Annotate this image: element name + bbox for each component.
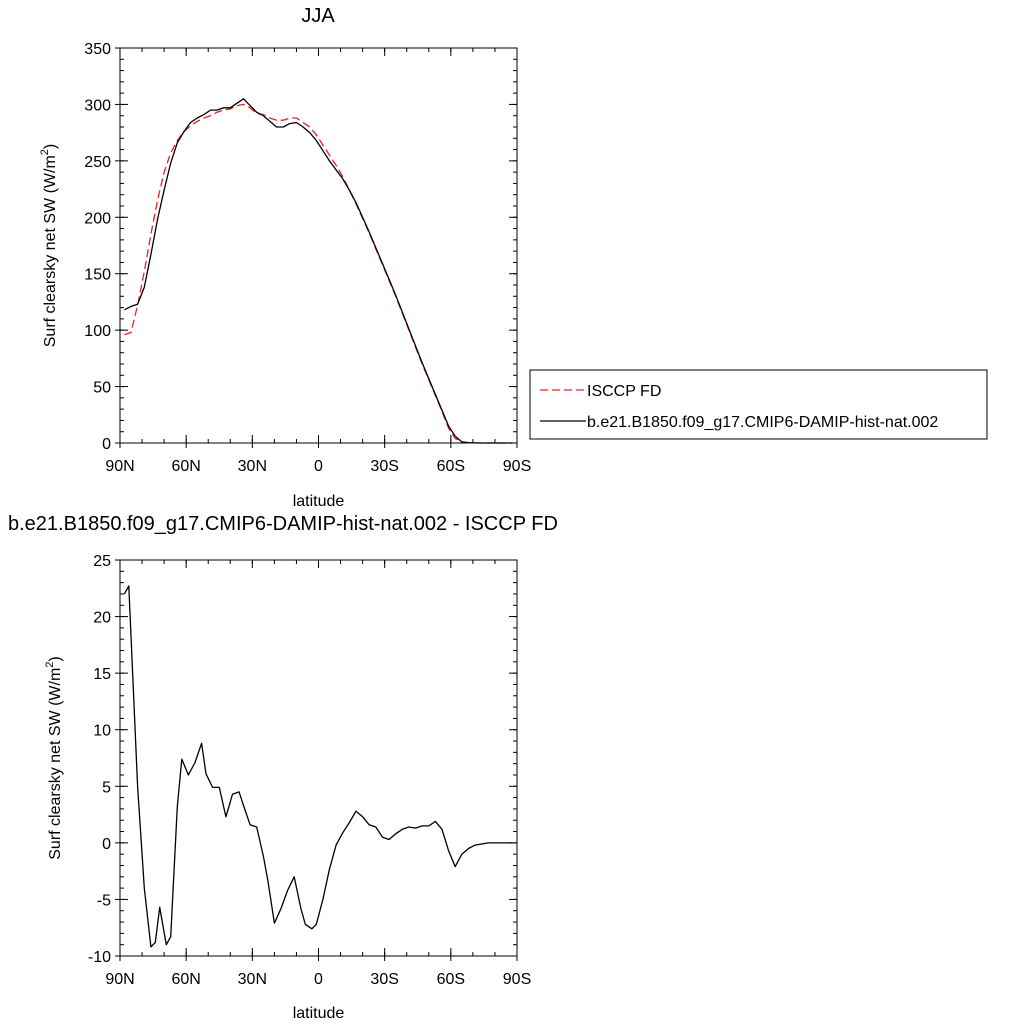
bottom-y-tick-label: -5: [97, 892, 111, 909]
bottom-series-line-0: [123, 585, 513, 948]
top-plot-frame: [119, 47, 518, 444]
bottom-x-tick-label: 90S: [503, 971, 531, 988]
top-y-axis-label: Surf clearsky net SW (W/m2): [39, 144, 59, 347]
top-x-tick-label: 90S: [503, 458, 531, 475]
bottom-y-tick-label: 15: [93, 666, 111, 683]
top-y-tick-label: 100: [84, 323, 111, 340]
bottom-chart: b.e21.B1850.f09_g17.CMIP6-DAMIP-hist-nat…: [8, 513, 558, 1022]
top-y-axis-label-close: ): [42, 144, 59, 149]
bottom-x-tick-label: 30S: [370, 971, 398, 988]
bottom-chart-title: b.e21.B1850.f09_g17.CMIP6-DAMIP-hist-nat…: [8, 513, 558, 535]
legend-label-0: ISCCP FD: [587, 383, 661, 400]
bottom-plot-frame: [119, 559, 518, 957]
top-y-tick-label: 250: [84, 154, 111, 171]
bottom-y-axis-label: Surf clearsky net SW (W/m2): [44, 656, 64, 859]
top-series-line-1: [124, 98, 513, 444]
bottom-y-tick-label: 5: [102, 779, 111, 796]
top-x-tick-label: 90N: [105, 458, 134, 475]
top-x-tick-label: 0: [314, 458, 323, 475]
bottom-y-tick-label: 0: [102, 836, 111, 853]
top-y-tick-label: 200: [84, 210, 111, 227]
top-y-axis-label-sup: 2: [39, 149, 51, 155]
bottom-y-tick-label: 20: [93, 610, 111, 627]
top-chart: JJA 0 50 100 150 200 250 300 350 90N 60N 30N 0 30S 60S…: [39, 5, 988, 510]
top-series-line-0: [124, 103, 513, 444]
top-x-axis-label: latitude: [293, 493, 345, 510]
bottom-x-tick-label: 60N: [171, 971, 200, 988]
top-x-tick-label: 30N: [238, 458, 267, 475]
bottom-x-tick-label: 30N: [238, 971, 267, 988]
bottom-y-axis-label-close: ): [47, 656, 64, 661]
legend-label-1: b.e21.B1850.f09_g17.CMIP6-DAMIP-hist-nat…: [587, 414, 938, 431]
top-x-tick-label: 30S: [370, 458, 398, 475]
top-x-tick-label: 60S: [437, 458, 465, 475]
bottom-x-axis-label: latitude: [293, 1005, 345, 1022]
top-chart-title: JJA: [301, 5, 335, 27]
bottom-y-axis-label-sup: 2: [44, 662, 56, 668]
bottom-x-tick-label: 0: [314, 971, 323, 988]
bottom-y-tick-label: 25: [93, 553, 111, 570]
top-y-tick-label: 300: [84, 97, 111, 114]
top-y-tick-label: 350: [84, 41, 111, 58]
top-y-tick-label: 50: [93, 380, 111, 397]
legend-box: [529, 369, 988, 440]
bottom-y-tick-label: 10: [93, 723, 111, 740]
legend: ISCCP FD b.e21.B1850.f09_g17.CMIP6-DAMIP-…: [529, 369, 988, 440]
top-y-tick-label: 0: [102, 436, 111, 453]
bottom-y-tick-label: -10: [88, 949, 111, 966]
bottom-x-tick-label: 90N: [105, 971, 134, 988]
top-y-axis-label-main: Surf clearsky net SW (W/m: [42, 155, 59, 347]
bottom-y-axis-label-main: Surf clearsky net SW (W/m: [47, 668, 64, 860]
top-x-tick-label: 60N: [171, 458, 200, 475]
bottom-x-tick-label: 60S: [437, 971, 465, 988]
top-y-tick-label: 150: [84, 267, 111, 284]
